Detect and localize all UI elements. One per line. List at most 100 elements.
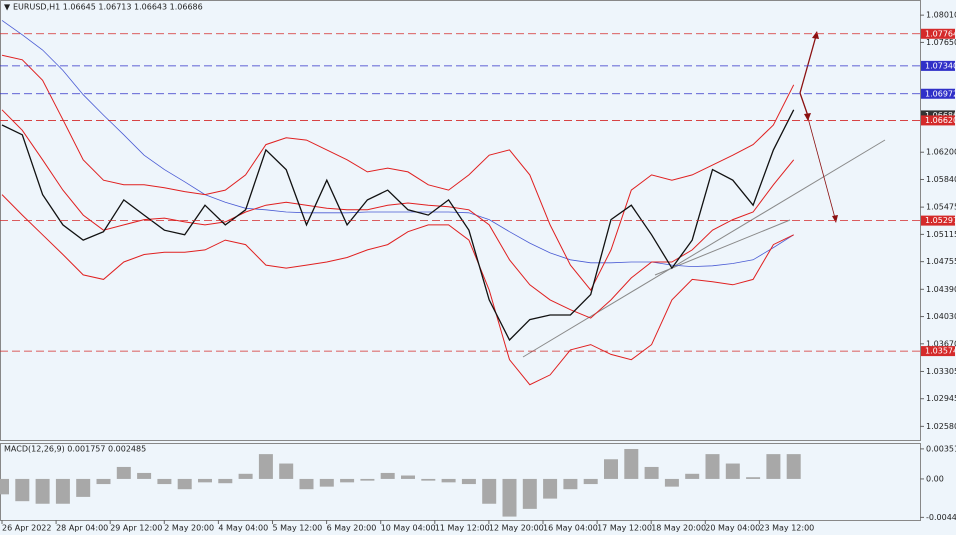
level-label: 1.06972 — [925, 89, 956, 98]
level-label: 1.05297 — [925, 216, 956, 225]
drawings — [522, 31, 886, 358]
symbol-header: EURUSD,H1 1.06645 1.06713 1.06643 1.0668… — [13, 3, 203, 12]
y-tick-label: 1.03305 — [926, 367, 956, 376]
x-tick-label: 4 May 04:00 — [218, 524, 268, 533]
x-tick-label: 6 May 20:00 — [327, 524, 377, 533]
x-tick-label: 26 Apr 2022 — [2, 524, 51, 533]
y-tick-label: 1.04390 — [926, 285, 956, 294]
macd-bar — [746, 477, 761, 479]
series-line — [1, 20, 794, 268]
macd-bar — [563, 478, 578, 490]
macd-bar — [299, 478, 314, 490]
x-tick-label: 10 May 04:00 — [381, 524, 436, 533]
macd-bar — [401, 475, 415, 479]
x-tick-label: 20 May 04:00 — [705, 524, 760, 533]
macd-bar — [340, 478, 355, 483]
macd-bar — [258, 454, 273, 479]
arrow — [799, 92, 809, 117]
macd-bar — [522, 478, 537, 509]
x-tick-label: 18 May 20:00 — [651, 524, 706, 533]
macd-bar — [218, 478, 233, 484]
level-label: 1.03574 — [925, 347, 956, 356]
x-tick-label: 16 May 04:00 — [543, 524, 598, 533]
macd-bar — [705, 454, 720, 479]
y-tick-label: 1.03670 — [926, 339, 956, 348]
macd-bar — [583, 478, 598, 485]
x-tick-label: 5 May 12:00 — [273, 524, 323, 533]
macd-bar — [76, 478, 91, 497]
macd-bar — [360, 478, 375, 481]
y-tick-label: 0.003513 — [926, 444, 956, 453]
macd-bar — [786, 454, 801, 479]
y-tick-label: 1.06200 — [926, 148, 956, 157]
macd-bar — [35, 478, 50, 504]
series-line — [1, 54, 795, 292]
macd-bar — [15, 478, 30, 502]
level-label-box — [921, 115, 955, 126]
macd-title: MACD(12,26,9) 0.001757 0.002485 — [4, 445, 146, 454]
series-line — [1, 194, 794, 386]
level-label: 1.07340 — [925, 61, 956, 70]
level-label: 1.07764 — [925, 29, 956, 38]
macd-bar — [441, 478, 456, 483]
arrow-head — [832, 215, 838, 223]
macd-bar — [137, 472, 152, 479]
level-label-box — [921, 346, 955, 357]
menu-arrow: ▼ — [4, 3, 11, 12]
macd-bar — [0, 478, 9, 495]
x-tick-label: 2 May 20:00 — [164, 524, 214, 533]
macd-bar — [279, 463, 294, 479]
macd-bar — [198, 478, 212, 483]
y-tick-label: 0.00 — [926, 474, 944, 483]
macd-bar — [543, 478, 558, 499]
macd-bar — [380, 472, 395, 479]
y-tick-label: 1.08010 — [926, 11, 956, 20]
macd-bar — [482, 478, 497, 504]
level-label: 1.06620 — [925, 116, 956, 125]
arrow-head — [812, 31, 819, 39]
macd-bar — [644, 466, 659, 479]
macd-bar — [96, 478, 111, 485]
x-tick-label: 17 May 12:00 — [597, 524, 652, 533]
x-tick-label: 23 May 12:00 — [759, 524, 814, 533]
macd-bar — [766, 454, 781, 479]
arrow — [799, 35, 817, 94]
macd-bar — [725, 463, 740, 479]
y-tick-label: 1.02945 — [926, 394, 956, 403]
macd-bar — [604, 459, 618, 479]
x-tick-label: 11 May 12:00 — [435, 524, 490, 533]
y-tick-label: 1.02580 — [926, 422, 956, 431]
y-tick-label: 1.05475 — [926, 203, 956, 212]
macd-bar — [502, 478, 517, 517]
level-label-box — [921, 28, 955, 39]
macd-bar — [461, 478, 476, 485]
series-line — [1, 109, 795, 342]
macd-bar — [157, 478, 172, 485]
x-tick-label: 29 Apr 12:00 — [110, 524, 162, 533]
y-tick-label: 1.05115 — [926, 230, 956, 239]
macd-bar — [664, 478, 679, 487]
trend-line — [522, 139, 886, 358]
series-line — [1, 109, 795, 319]
macd-bar — [55, 478, 70, 504]
level-label-box — [921, 60, 955, 71]
y-tick-label: 1.07650 — [926, 38, 956, 47]
macd-bar — [421, 478, 436, 481]
macd-bar — [116, 466, 131, 479]
y-tick-label: 1.04030 — [926, 312, 956, 321]
x-tick-label: 12 May 20:00 — [489, 524, 544, 533]
x-tick-label: 28 Apr 04:00 — [56, 524, 108, 533]
arrow-head — [804, 113, 811, 121]
macd-bar — [624, 448, 639, 479]
level-label-box — [921, 215, 955, 226]
y-tick-label: 1.04755 — [926, 257, 956, 266]
macd-bar — [238, 473, 253, 479]
macd-bar — [319, 478, 334, 487]
macd-bar — [177, 478, 192, 490]
level-label-box — [921, 88, 955, 99]
arrow — [807, 117, 836, 219]
macd-bar — [685, 473, 700, 479]
